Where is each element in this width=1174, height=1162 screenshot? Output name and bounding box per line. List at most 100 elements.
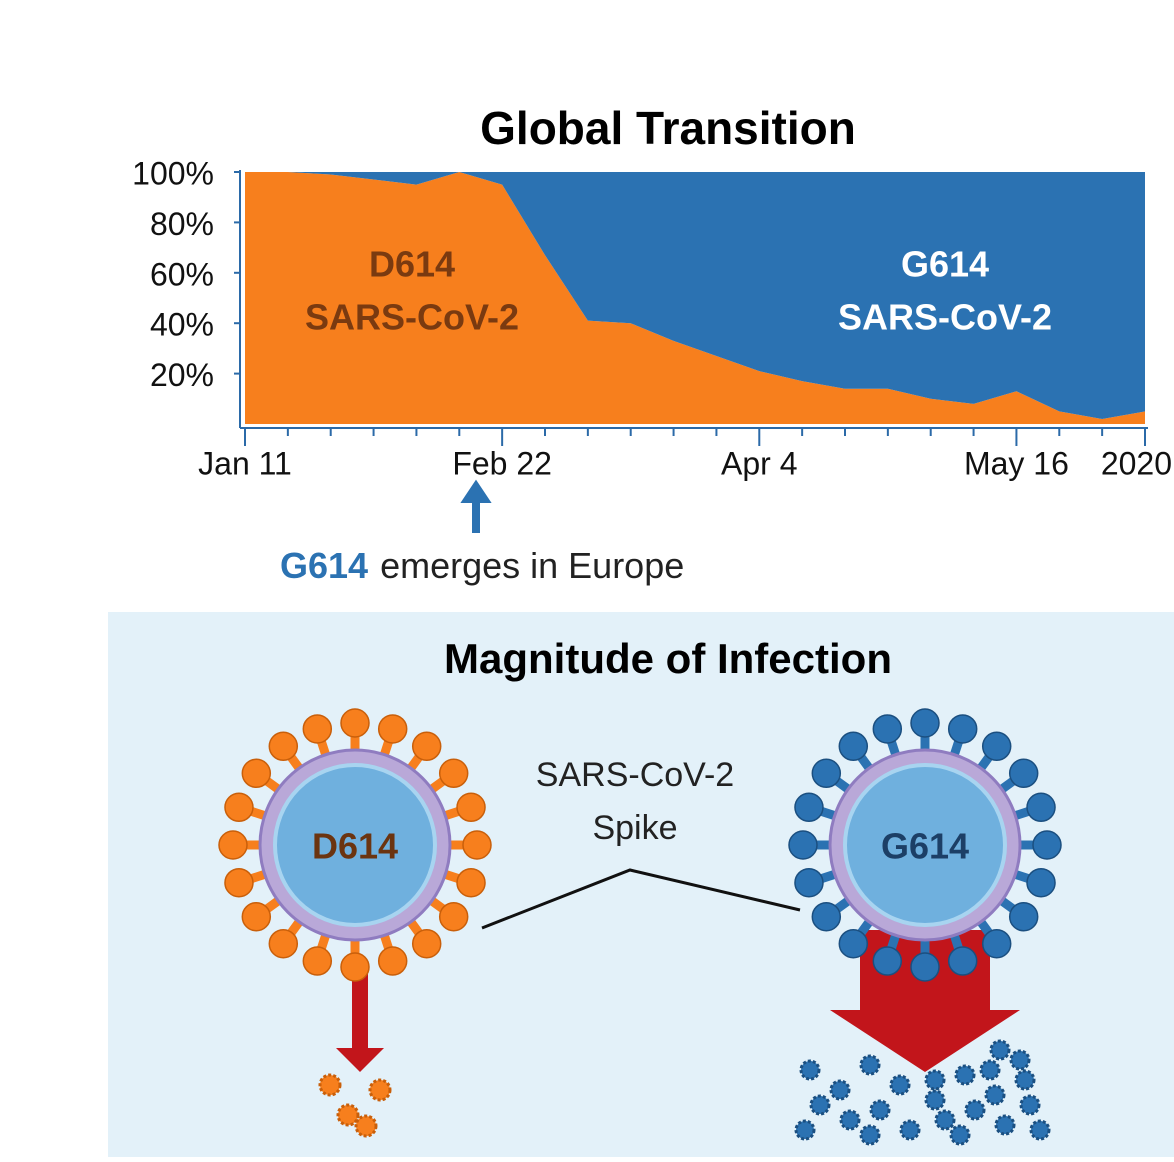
virus-label: G614 (881, 826, 969, 867)
x-tick-label: 2020 (1101, 445, 1172, 481)
particle (984, 1084, 1006, 1106)
spike-head (268, 928, 299, 959)
spike-head (981, 928, 1012, 959)
red-arrow (336, 960, 384, 1072)
x-tick-label: Feb 22 (452, 445, 552, 481)
spike-head (947, 946, 978, 976)
particle (318, 1073, 342, 1097)
particle (954, 1064, 976, 1086)
spike-head (462, 830, 492, 860)
x-tick-label: May 16 (964, 445, 1069, 481)
spike-head (872, 714, 903, 744)
particle (889, 1074, 911, 1096)
series-label: SARS-CoV-2 (305, 297, 519, 338)
spike-head (456, 792, 486, 823)
particle (989, 1039, 1011, 1061)
spike-head (947, 714, 978, 744)
particle (829, 1079, 851, 1101)
plot: D614 SARS-CoV-2 G614 SARS-CoV-2 20% 40% 60% 80%… (132, 155, 1172, 481)
spike-head (838, 731, 869, 762)
annotation-highlight: G614 (280, 545, 368, 586)
spike-head (910, 708, 940, 738)
spike-head (218, 830, 248, 860)
x-tick-label: Apr 4 (721, 445, 797, 481)
area (245, 172, 1145, 419)
y-tick-label: 60% (150, 256, 214, 292)
spike-head (811, 901, 842, 932)
particle (1014, 1069, 1036, 1091)
spike-head (224, 867, 254, 898)
spike-label: Spike (592, 809, 677, 847)
core (843, 763, 1007, 927)
spike-head (340, 952, 370, 982)
particle (979, 1059, 1001, 1081)
particle (1009, 1049, 1031, 1071)
spike-head (1008, 901, 1039, 932)
particle (949, 1124, 971, 1146)
series-label: D614 (369, 244, 455, 285)
particle (869, 1099, 891, 1121)
particle (1019, 1094, 1041, 1116)
spike-head (1026, 867, 1056, 898)
annotation: G614 emerges in Europe (280, 545, 684, 586)
y-tick-label: 80% (150, 206, 214, 242)
particle (368, 1078, 392, 1102)
particle (859, 1054, 881, 1076)
series-label: SARS-CoV-2 (838, 297, 1052, 338)
particle (964, 1099, 986, 1121)
spike-head (302, 714, 333, 744)
particle (1029, 1119, 1051, 1141)
spike-head (981, 731, 1012, 762)
y-tick-label: 40% (150, 307, 214, 343)
y-tick-label: 100% (132, 155, 214, 191)
spike-head (1026, 792, 1056, 823)
spike-head (838, 928, 869, 959)
spike-head (910, 952, 940, 982)
annotation-text: emerges in Europe (380, 545, 684, 586)
particle (934, 1109, 956, 1131)
particle (839, 1109, 861, 1131)
particle (799, 1059, 821, 1081)
x-tick-label: Jan 11 (198, 445, 292, 481)
particle (336, 1103, 360, 1127)
y-tick-label: 20% (150, 357, 214, 393)
particle (859, 1124, 881, 1146)
pointer-line (481, 868, 801, 930)
spike-head (411, 731, 442, 762)
spike-head (268, 731, 299, 762)
particle (354, 1114, 378, 1138)
spike-head (438, 758, 469, 789)
particle (899, 1119, 921, 1141)
area (245, 172, 1145, 424)
spike-head (411, 928, 442, 959)
spike-head (794, 792, 824, 823)
spike-head (377, 946, 408, 976)
core (273, 763, 437, 927)
spike-head (794, 867, 824, 898)
particle (994, 1114, 1016, 1136)
viruses: D614 G614 (218, 708, 1062, 1146)
spike-head (456, 867, 486, 898)
particle (809, 1094, 831, 1116)
arrow (460, 479, 492, 533)
series-label: G614 (901, 244, 989, 285)
spike-head (872, 946, 903, 976)
spike-head (1032, 830, 1062, 860)
particle (794, 1119, 816, 1141)
spike-head (340, 708, 370, 738)
chart-title: Global Transition (480, 102, 856, 154)
diagram-title: Magnitude of Infection (444, 635, 892, 682)
spike-head (1008, 758, 1039, 789)
spike-head (241, 758, 272, 789)
spike-head (241, 901, 272, 932)
spike-head (377, 714, 408, 744)
particle (924, 1089, 946, 1111)
spike-head (811, 758, 842, 789)
spike-head (788, 830, 818, 860)
virus-label: D614 (312, 826, 398, 867)
spike-head (224, 792, 254, 823)
spike-head (302, 946, 333, 976)
particle (924, 1069, 946, 1091)
spike-head (438, 901, 469, 932)
